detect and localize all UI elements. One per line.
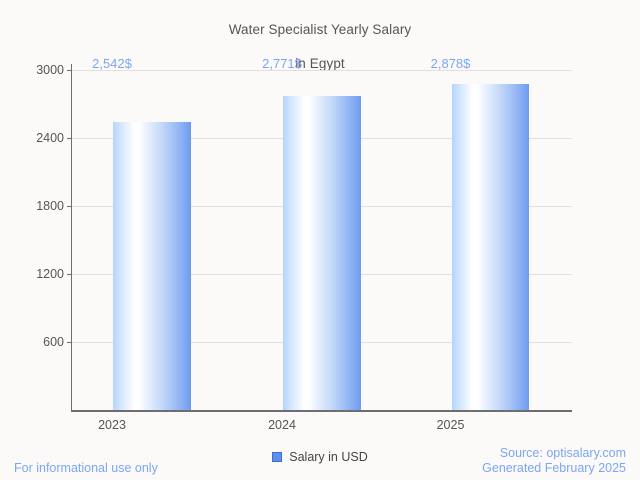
- value-label-2025: 2,878$: [430, 56, 471, 71]
- x-axis-line: [71, 410, 572, 412]
- y-axis-tick-label-2400: 2400: [36, 131, 64, 145]
- y-axis-line: [71, 64, 72, 411]
- footer-disclaimer: For informational use only: [14, 461, 158, 475]
- footer-attribution: Source: optisalary.com Generated Februar…: [482, 446, 626, 476]
- y-tick-mark-600: [67, 342, 72, 343]
- x-axis-label-2025: 2025: [436, 418, 465, 432]
- legend-label-salary-in-usd: Salary in USD: [289, 450, 368, 464]
- chart-title: Water Specialist Yearly Salary in Egypt: [0, 4, 640, 72]
- y-tick-mark-3000: [67, 70, 72, 71]
- footer-generated-date: Generated February 2025: [482, 461, 626, 475]
- y-tick-mark-1200: [67, 274, 72, 275]
- y-axis-labels: 3000 2400 1800 1200 600: [0, 0, 64, 480]
- chart-title-line-1: Water Specialist Yearly Salary: [228, 22, 412, 37]
- x-axis-label-2023: 2023: [98, 418, 126, 432]
- chart-legend: Salary in USD: [0, 450, 640, 464]
- chart-title-line-2: in Egypt: [295, 56, 345, 71]
- value-label-2024: 2,771$: [262, 56, 302, 71]
- plot-area: [72, 70, 572, 410]
- y-axis-tick-label-1200: 1200: [36, 267, 64, 281]
- value-label-2023: 2,542$: [92, 56, 132, 71]
- bar-2023: [113, 122, 191, 410]
- bar-2025: [452, 84, 529, 410]
- gridline-3000: [72, 70, 572, 71]
- y-axis-tick-label-600: 600: [43, 335, 64, 349]
- legend-swatch-icon: [272, 452, 283, 462]
- y-axis-tick-label-1800: 1800: [36, 199, 64, 213]
- bar-2024: [283, 96, 361, 410]
- footer-source: Source: optisalary.com: [499, 446, 626, 460]
- y-axis-tick-label-3000: 3000: [36, 63, 64, 77]
- y-tick-mark-2400: [67, 138, 72, 139]
- x-axis-label-2024: 2024: [268, 418, 296, 432]
- y-tick-mark-1800: [67, 206, 72, 207]
